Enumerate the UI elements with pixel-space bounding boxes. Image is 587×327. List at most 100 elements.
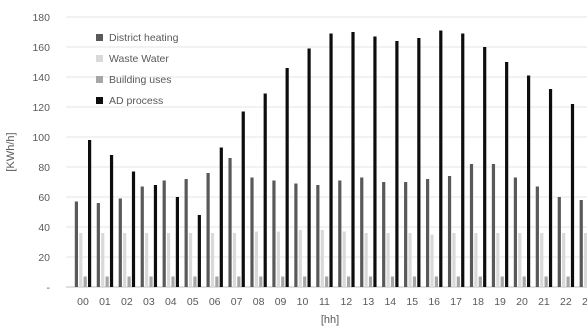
y-tick-label: 20 [38,252,50,264]
legend: District heating Waste Water Building uses… [96,32,179,107]
bar-district-heating [557,197,561,287]
bar-ad-process [307,48,311,287]
bar-ad-process [219,147,223,287]
x-tick-label: 09 [275,296,287,308]
bar-building-uses [544,276,548,287]
bar-waste-water [210,233,215,287]
x-tick-label: 04 [165,296,177,308]
y-tick-labels: 180 160 140 120 100 80 60 40 20 - [32,12,50,294]
bar-building-uses [478,276,482,287]
bar-district-heating [250,177,254,287]
bar-district-heating [272,180,276,287]
bar-building-uses [412,276,417,287]
bar-ad-process [527,75,531,287]
bar-district-heating [228,158,232,287]
bar-waste-water [540,233,544,287]
x-tick-label: 00 [77,296,89,308]
bar-district-heating [382,182,386,287]
bar-ad-process [109,155,114,287]
bar-building-uses [281,276,285,287]
bar-building-uses [303,276,307,287]
bar-ad-process [285,68,289,287]
bar-district-heating [338,180,342,287]
bar-building-uses [193,276,197,287]
bar-building-uses [149,276,153,287]
x-tick-label: 06 [209,296,221,308]
bar-building-uses [347,276,351,287]
bar-ad-process [153,185,158,287]
bar-ad-process [570,104,575,287]
bar-building-uses [171,276,175,287]
y-tick-label: 80 [38,162,50,174]
bar-waste-water [298,230,302,287]
bar-district-heating [184,179,188,287]
bar-waste-water [386,233,390,287]
bar-waste-water [474,233,478,287]
bar-ad-process [197,215,201,287]
x-tick-label: 21 [538,296,550,308]
legend-swatch [96,76,103,83]
bar-waste-water [584,233,587,287]
bar-ad-process [175,197,179,287]
bar-district-heating [360,177,364,287]
bar-waste-water [342,231,346,287]
bars [74,30,587,287]
bar-waste-water [408,233,412,287]
bar-ad-process [505,62,509,287]
bar-district-heating [162,180,166,287]
bar-building-uses [500,276,504,287]
x-tick-label: 05 [187,296,199,308]
bar-building-uses [522,276,526,287]
x-tick-label: 23 [582,296,587,308]
bar-waste-water [101,233,105,287]
gridlines [66,16,587,288]
x-tick-label: 17 [450,296,462,308]
y-tick-label: 100 [32,132,50,144]
x-tick-label: 10 [297,296,309,308]
bar-building-uses [105,276,109,287]
bar-district-heating [74,201,78,287]
x-axis-label: [hh] [321,314,339,326]
bar-waste-water [364,233,368,287]
y-tick-label: 180 [32,12,50,24]
bar-waste-water [452,233,456,287]
bar-building-uses [325,276,329,287]
bar-waste-water [167,233,171,287]
bar-ad-process [329,33,333,287]
bar-district-heating [426,179,430,287]
bar-district-heating [206,173,210,287]
bar-ad-process [351,32,355,287]
bar-district-heating [491,164,496,287]
y-tick-label: 60 [38,192,50,204]
bar-ad-process [263,93,267,287]
x-tick-label: 12 [341,296,353,308]
x-tick-label: 08 [253,296,265,308]
bar-ad-process [395,41,399,287]
x-tick-label: 03 [143,296,155,308]
bar-district-heating [118,198,122,287]
y-tick-label: 160 [32,42,50,54]
bar-waste-water [496,233,500,287]
legend-label: Waste Water [109,53,169,65]
bar-building-uses [215,276,219,287]
bar-building-uses [237,276,241,287]
legend-label: AD process [109,95,163,107]
bar-district-heating [447,176,452,287]
bar-waste-water [562,233,566,287]
bar-building-uses [434,276,438,287]
y-tick-label: - [47,282,51,294]
bar-district-heating [535,186,539,287]
bar-building-uses [127,276,131,287]
x-tick-label: 20 [516,296,528,308]
bar-ad-process [461,33,465,287]
bar-district-heating [96,203,100,287]
bar-waste-water [79,233,83,287]
x-tick-label: 02 [121,296,133,308]
x-tick-label: 19 [494,296,506,308]
y-axis-label: [KWh/h] [5,132,17,171]
bar-district-heating [579,200,583,287]
bar-waste-water [123,233,127,287]
x-tick-label: 18 [472,296,484,308]
legend-swatch [96,55,103,62]
bar-building-uses [368,276,373,287]
